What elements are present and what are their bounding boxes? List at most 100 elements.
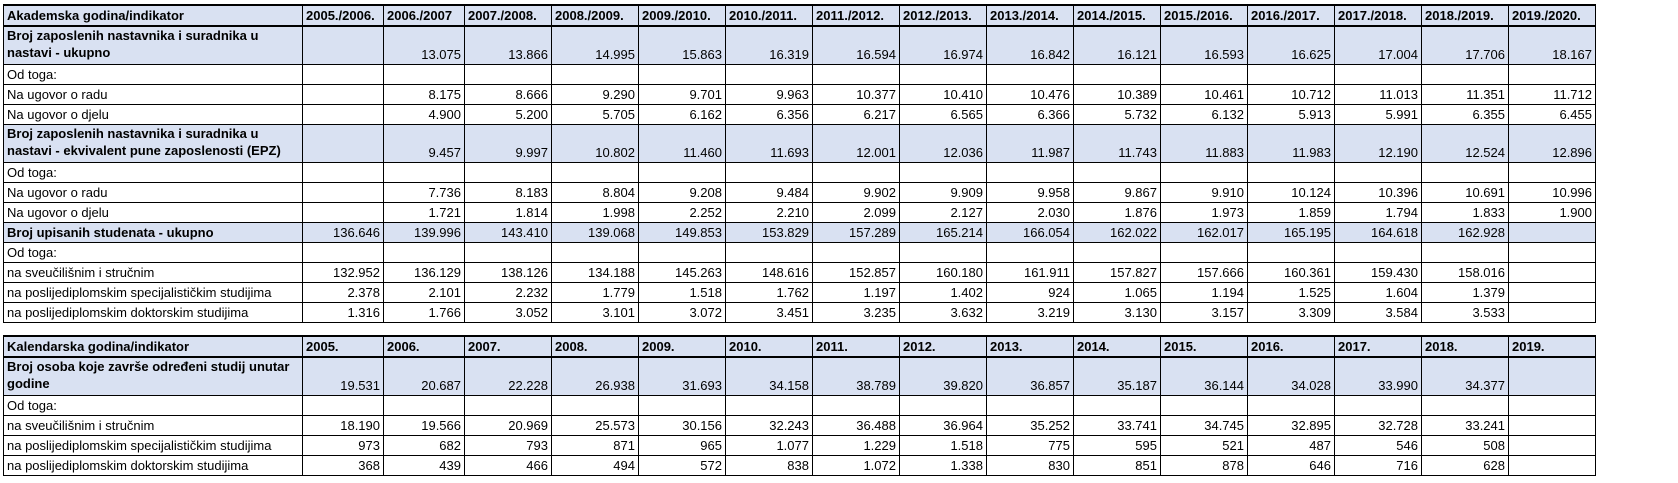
table-row: Od toga:: [3, 64, 1596, 85]
value-cell: 2.210: [725, 202, 813, 223]
header-year-cell: 2005./2006.: [302, 4, 384, 27]
value-cell: [1247, 242, 1335, 263]
value-cell: [302, 84, 384, 105]
value-cell: 1.876: [1073, 202, 1161, 223]
value-cell: [1073, 64, 1161, 85]
table-row: na sveučilišnim i stručnim 132.952 136.129…: [3, 262, 1596, 283]
value-cell: 838: [725, 455, 813, 476]
value-cell: [1508, 435, 1596, 456]
value-cell: 9.867: [1073, 182, 1161, 203]
value-cell: 2.101: [383, 282, 465, 303]
value-cell: 2.127: [899, 202, 987, 223]
value-cell: 136.129: [383, 262, 465, 283]
value-cell: 31.693: [638, 356, 726, 396]
row-label-cell: Broj osoba koje završe određeni studij u…: [3, 356, 303, 396]
value-cell: [1421, 162, 1509, 183]
value-cell: 1.859: [1247, 202, 1335, 223]
value-cell: [1508, 415, 1596, 436]
value-cell: [1334, 395, 1422, 416]
value-cell: 166.054: [986, 222, 1074, 243]
value-cell: 162.017: [1160, 222, 1248, 243]
row-label-cell: Na ugovor o djelu: [3, 202, 303, 223]
value-cell: 6.565: [899, 104, 987, 125]
header-year-cell: 2015.: [1160, 335, 1248, 358]
value-cell: [638, 162, 726, 183]
value-cell: 1.077: [725, 435, 813, 456]
row-label-cell: Broj upisanih studenata - ukupno: [3, 222, 303, 243]
value-cell: 9.457: [383, 124, 465, 163]
value-cell: 152.857: [812, 262, 900, 283]
value-cell: 595: [1073, 435, 1161, 456]
value-cell: 162.022: [1073, 222, 1161, 243]
value-cell: 1.316: [302, 302, 384, 323]
value-cell: 1.973: [1160, 202, 1248, 223]
row-label-cell: na poslijediplomskim specijalističkim st…: [3, 435, 303, 456]
row-label-cell: na sveučilišnim i stručnim: [3, 415, 303, 436]
value-cell: 965: [638, 435, 726, 456]
value-cell: 5.991: [1334, 104, 1422, 125]
value-cell: 716: [1334, 455, 1422, 476]
value-cell: 143.410: [464, 222, 552, 243]
value-cell: 36.964: [899, 415, 987, 436]
value-cell: 16.625: [1247, 25, 1335, 65]
value-cell: 5.200: [464, 104, 552, 125]
value-cell: [1073, 162, 1161, 183]
value-cell: 159.430: [1334, 262, 1422, 283]
value-cell: [1160, 395, 1248, 416]
value-cell: 1.194: [1160, 282, 1248, 303]
header-year-cell: 2017./2018.: [1334, 4, 1422, 27]
value-cell: [551, 242, 639, 263]
value-cell: 25.573: [551, 415, 639, 436]
row-label-cell: na poslijediplomskim specijalističkim st…: [3, 282, 303, 303]
row-label-cell: Od toga:: [3, 162, 303, 183]
table-row: na poslijediplomskim specijalističkim st…: [3, 282, 1596, 303]
value-cell: 1.518: [899, 435, 987, 456]
value-cell: 136.646: [302, 222, 384, 243]
value-cell: 1.197: [812, 282, 900, 303]
value-cell: 10.410: [899, 84, 987, 105]
value-cell: [986, 64, 1074, 85]
value-cell: 572: [638, 455, 726, 476]
value-cell: 466: [464, 455, 552, 476]
value-cell: 2.030: [986, 202, 1074, 223]
value-cell: [1508, 356, 1596, 396]
value-cell: [812, 395, 900, 416]
value-cell: [1334, 242, 1422, 263]
value-cell: [1508, 455, 1596, 476]
value-cell: 9.484: [725, 182, 813, 203]
value-cell: 16.842: [986, 25, 1074, 65]
table-row: Od toga:: [3, 162, 1596, 183]
value-cell: 6.356: [725, 104, 813, 125]
value-cell: [638, 395, 726, 416]
value-cell: 1.402: [899, 282, 987, 303]
table-row: Na ugovor o radu 8.175 8.666 9.290 9.701 9.96…: [3, 84, 1596, 105]
value-cell: 22.228: [464, 356, 552, 396]
value-cell: 12.190: [1334, 124, 1422, 163]
value-cell: [1160, 162, 1248, 183]
value-cell: 1.604: [1334, 282, 1422, 303]
value-cell: [302, 182, 384, 203]
value-cell: [1421, 242, 1509, 263]
header-year-cell: 2014./2015.: [1073, 4, 1161, 27]
header-year-cell: 2009.: [638, 335, 726, 358]
value-cell: 9.902: [812, 182, 900, 203]
value-cell: 16.594: [812, 25, 900, 65]
value-cell: 3.632: [899, 302, 987, 323]
value-cell: [464, 64, 552, 85]
value-cell: 3.235: [812, 302, 900, 323]
value-cell: 20.687: [383, 356, 465, 396]
table-row: Broj zaposlenih nastavnika i suradnika u…: [3, 124, 1596, 163]
value-cell: 139.996: [383, 222, 465, 243]
value-cell: 134.188: [551, 262, 639, 283]
value-cell: 35.252: [986, 415, 1074, 436]
value-cell: 508: [1421, 435, 1509, 456]
value-cell: [383, 395, 465, 416]
header-year-cell: 2008.: [551, 335, 639, 358]
value-cell: 9.290: [551, 84, 639, 105]
table-row: Od toga:: [3, 395, 1596, 416]
value-cell: 9.963: [725, 84, 813, 105]
value-cell: 153.829: [725, 222, 813, 243]
value-cell: [302, 64, 384, 85]
value-cell: [551, 162, 639, 183]
value-cell: [1508, 242, 1596, 263]
